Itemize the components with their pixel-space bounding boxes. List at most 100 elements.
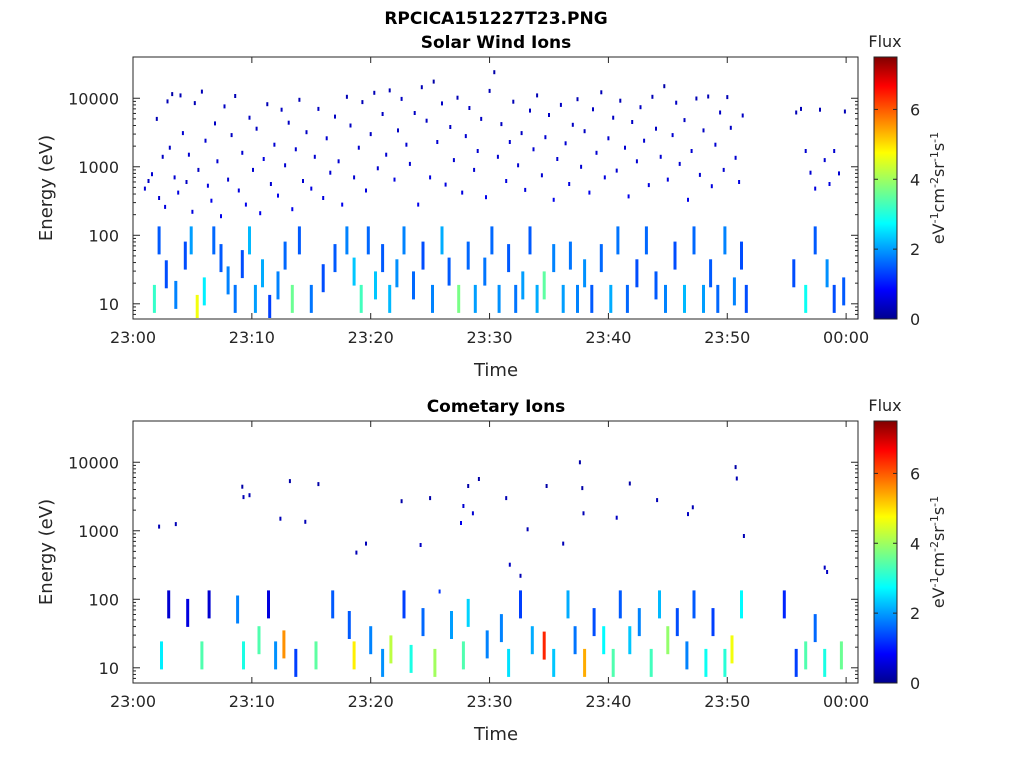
flux-point bbox=[552, 197, 555, 202]
flux-point bbox=[838, 171, 840, 176]
flux-point bbox=[334, 114, 336, 119]
flux-column bbox=[685, 641, 689, 670]
flux-point bbox=[288, 479, 291, 484]
flux-column bbox=[242, 641, 245, 670]
colorbar-unit-solar-wind: eV-1cm-2sr-1s-1 bbox=[928, 132, 948, 244]
flux-column bbox=[195, 294, 199, 318]
flux-point bbox=[493, 70, 496, 75]
flux-column bbox=[521, 271, 525, 300]
flux-column bbox=[297, 226, 301, 255]
flux-column bbox=[352, 257, 356, 286]
flux-point bbox=[540, 173, 543, 178]
flux-point bbox=[385, 152, 388, 157]
spectrogram-cometary bbox=[158, 460, 843, 677]
flux-point bbox=[833, 149, 836, 153]
flux-point bbox=[576, 97, 579, 102]
flux-column bbox=[421, 241, 425, 270]
flux-point bbox=[823, 158, 826, 163]
colorbar-title-cometary: Flux bbox=[868, 396, 901, 415]
flux-column bbox=[200, 641, 204, 670]
flux-point bbox=[174, 522, 177, 527]
flux-point bbox=[564, 141, 567, 146]
flux-point bbox=[659, 154, 662, 159]
colorbar-tick-label: 6 bbox=[910, 464, 920, 483]
flux-point bbox=[234, 94, 237, 98]
flux-point bbox=[722, 167, 725, 172]
flux-point bbox=[496, 154, 499, 159]
flux-point bbox=[663, 84, 666, 89]
flux-point bbox=[666, 177, 669, 182]
svg-text:eV-1cm-2sr-1s-1: eV-1cm-2sr-1s-1 bbox=[928, 496, 948, 608]
flux-column bbox=[823, 648, 827, 677]
flux-point bbox=[643, 138, 646, 143]
flux-point bbox=[464, 134, 467, 139]
flux-point bbox=[580, 164, 583, 169]
flux-point bbox=[639, 105, 642, 110]
flux-column bbox=[792, 259, 796, 288]
flux-point bbox=[804, 149, 807, 153]
x-tick-label: 23:50 bbox=[704, 328, 750, 347]
colorbar-solar-wind bbox=[874, 57, 897, 319]
flux-column bbox=[716, 284, 720, 313]
flux-column bbox=[609, 284, 613, 313]
flux-point bbox=[588, 190, 591, 195]
colorbar-frame-solar-wind bbox=[873, 56, 898, 320]
flux-point bbox=[729, 125, 732, 130]
flux-point bbox=[197, 167, 200, 172]
flux-point bbox=[419, 543, 422, 547]
flux-column bbox=[485, 630, 489, 659]
flux-column bbox=[314, 641, 318, 670]
flux-column bbox=[499, 614, 503, 643]
flux-column bbox=[839, 641, 843, 670]
flux-column bbox=[542, 631, 546, 660]
flux-column bbox=[207, 590, 211, 619]
flux-column bbox=[395, 259, 399, 288]
flux-point bbox=[357, 145, 360, 150]
x-tick-label: 23:00 bbox=[110, 328, 156, 347]
flux-point bbox=[298, 97, 301, 102]
panel-cometary: Cometary Ions 23:00 23:10 23:20 23:30 23:40 2… bbox=[36, 396, 948, 745]
axis-ticks-solar-wind: 23:00 23:10 23:20 23:30 23:40 23:50 00:00 10 100… bbox=[68, 57, 869, 347]
flux-point bbox=[460, 521, 462, 525]
x-tick-label: 23:30 bbox=[467, 692, 513, 711]
flux-column bbox=[219, 244, 223, 273]
flux-point bbox=[158, 196, 161, 200]
flux-point bbox=[181, 131, 184, 136]
flux-point bbox=[741, 113, 744, 118]
flux-point bbox=[252, 167, 254, 172]
flux-point bbox=[223, 104, 226, 109]
x-axis-label-cometary: Time bbox=[473, 724, 518, 745]
x-tick-label: 00:00 bbox=[823, 692, 869, 711]
flux-point bbox=[365, 188, 367, 193]
flux-column bbox=[497, 284, 501, 313]
flux-point bbox=[438, 589, 441, 594]
flux-column bbox=[804, 284, 808, 313]
flux-point bbox=[456, 95, 459, 100]
flux-column bbox=[345, 226, 349, 255]
flux-column bbox=[658, 590, 661, 619]
panel-title-cometary: Cometary Ions bbox=[427, 397, 566, 417]
flux-point bbox=[687, 197, 689, 202]
flux-point bbox=[651, 94, 654, 99]
x-tick-label: 23:40 bbox=[585, 692, 631, 711]
flux-column bbox=[535, 284, 539, 313]
flux-point bbox=[526, 527, 529, 532]
flux-point bbox=[675, 100, 678, 105]
flux-point bbox=[397, 128, 399, 133]
flux-column bbox=[842, 277, 846, 306]
flux-column bbox=[347, 611, 351, 639]
flux-column bbox=[649, 648, 653, 677]
flux-column bbox=[333, 244, 337, 273]
flux-column bbox=[412, 271, 415, 300]
flux-point bbox=[164, 204, 167, 209]
flux-point bbox=[376, 166, 379, 171]
flux-column bbox=[421, 608, 425, 637]
flux-point bbox=[325, 136, 328, 141]
flux-point bbox=[337, 159, 340, 164]
flux-point bbox=[714, 142, 717, 147]
flux-point bbox=[185, 180, 188, 184]
colorbar-tick-label: 6 bbox=[910, 100, 920, 119]
flux-column bbox=[283, 241, 287, 270]
flux-column bbox=[248, 226, 251, 255]
flux-point bbox=[735, 476, 738, 481]
